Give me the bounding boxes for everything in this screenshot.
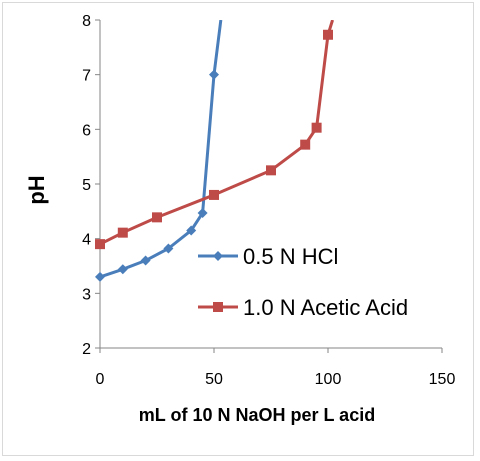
- data-point: [163, 243, 174, 254]
- data-point: [266, 165, 276, 176]
- y-tick-label: 7: [82, 68, 91, 85]
- legend-label: 0.5 N HCl: [243, 244, 338, 269]
- y-tick-label: 3: [82, 286, 91, 303]
- x-tick-label: 0: [96, 371, 105, 388]
- legend-label: 1.0 N Acetic Acid: [243, 295, 408, 320]
- data-point: [209, 189, 219, 200]
- y-tick-label: 5: [82, 177, 91, 194]
- data-point: [117, 264, 128, 275]
- data-point: [186, 225, 197, 236]
- data-point: [197, 207, 208, 218]
- data-point: [95, 239, 105, 250]
- data-point: [117, 227, 128, 238]
- series-layer: [95, 20, 334, 282]
- x-tick-label: 50: [205, 371, 223, 388]
- x-tick-label: 100: [315, 371, 342, 388]
- data-point: [140, 255, 151, 266]
- series-1-0-n-acetic-acid: [95, 20, 334, 250]
- data-point: [209, 69, 219, 80]
- series-line: [100, 20, 223, 279]
- tick-labels: 2 3 4 5 6 7 8 0 50 100 150: [82, 13, 455, 388]
- x-tick-label: 150: [429, 371, 456, 388]
- y-axis-title: pH: [24, 175, 49, 204]
- legend: 0.5 N HCl 1.0 N Acetic Acid: [198, 244, 408, 320]
- x-axis-title: mL of 10 N NaOH per L acid: [139, 405, 375, 425]
- data-point: [95, 271, 105, 282]
- chart-frame: [2, 2, 474, 456]
- data-point: [152, 212, 162, 223]
- data-point: [300, 139, 311, 150]
- data-point: [311, 122, 322, 133]
- y-tick-label: 6: [82, 122, 91, 139]
- legend-item: 1.0 N Acetic Acid: [198, 295, 408, 320]
- series-0-5-n-hcl: [95, 20, 223, 282]
- legend-item: 0.5 N HCl: [198, 244, 338, 269]
- data-point: [213, 251, 223, 261]
- data-point: [213, 302, 223, 312]
- y-tick-label: 8: [82, 13, 91, 30]
- y-tick-label: 2: [82, 341, 91, 358]
- axes: [95, 19, 443, 353]
- data-point: [323, 29, 333, 40]
- y-tick-label: 4: [82, 232, 91, 249]
